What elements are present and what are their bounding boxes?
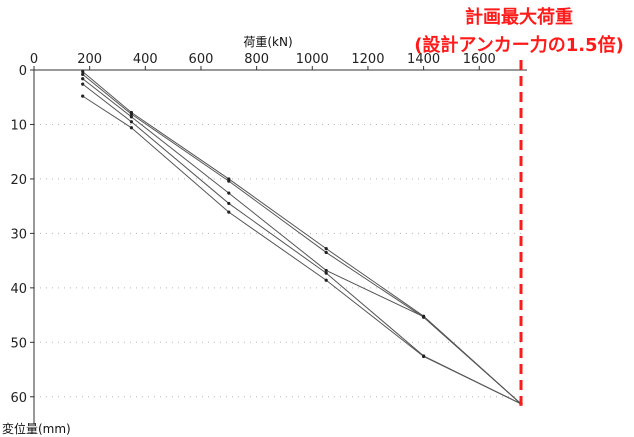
series-0-point-0 xyxy=(81,70,85,74)
y-tick-label-1: 10 xyxy=(10,118,27,133)
series-2-point-4 xyxy=(422,315,426,319)
series-line-2 xyxy=(82,78,522,405)
max-load-annotation-title: 計画最大荷重 xyxy=(465,6,573,28)
x-tick-label-7: 1400 xyxy=(407,52,440,67)
axes xyxy=(30,66,527,424)
x-tick-label-3: 600 xyxy=(189,52,214,67)
x-tick-labels: 0 200 400 600 800 1000 1200 1400 1600 xyxy=(30,52,496,67)
series-4-point-2 xyxy=(227,210,231,214)
max-load-annotation-subtitle: (設計アンカー力の1.5倍) xyxy=(414,34,624,56)
series-1-point-1 xyxy=(129,112,133,116)
series-line-0 xyxy=(82,71,522,405)
series-1-point-0 xyxy=(81,72,85,76)
y-tick-labels: 0 10 20 30 40 50 60 xyxy=(10,64,27,406)
series-1-point-3 xyxy=(324,250,328,255)
series-4-point-0 xyxy=(81,94,85,98)
x-tick-label-5: 1000 xyxy=(296,52,329,67)
x-tick-label-2: 400 xyxy=(133,52,158,67)
series-lines xyxy=(81,70,523,406)
series-4-point-4 xyxy=(422,354,426,359)
y-tick-label-2: 20 xyxy=(10,173,27,188)
series-4-point-3 xyxy=(324,278,328,282)
series-3-point-0 xyxy=(81,82,85,86)
x-tick-label-4: 800 xyxy=(244,52,269,67)
x-tick-label-1: 200 xyxy=(77,52,102,67)
y-tick-label-5: 50 xyxy=(10,336,27,351)
series-2-point-3 xyxy=(324,268,328,273)
y-axis-title: 変位量(mm) xyxy=(2,421,71,436)
series-3-point-2 xyxy=(227,201,231,206)
series-2-point-0 xyxy=(81,77,85,81)
x-tick-label-0: 0 xyxy=(30,52,38,67)
x-tick-label-6: 1200 xyxy=(351,52,384,67)
series-3-point-3 xyxy=(324,271,328,275)
series-2-point-1 xyxy=(129,115,133,119)
grid-lines xyxy=(34,123,521,398)
series-1-point-2 xyxy=(227,179,231,183)
series-2-point-2 xyxy=(227,191,231,195)
series-0-point-3 xyxy=(324,247,328,251)
y-tick-label-6: 60 xyxy=(10,391,27,406)
series-line-4 xyxy=(82,95,522,405)
series-3-point-1 xyxy=(129,120,133,124)
series-4-point-1 xyxy=(129,126,133,130)
x-tick-label-8: 1600 xyxy=(463,52,496,67)
y-tick-label-4: 40 xyxy=(10,282,27,297)
x-axis-title: 荷重(kN) xyxy=(243,35,292,49)
y-tick-label-3: 30 xyxy=(10,227,27,242)
series-line-3 xyxy=(82,83,522,405)
y-tick-label-0: 0 xyxy=(19,64,27,79)
